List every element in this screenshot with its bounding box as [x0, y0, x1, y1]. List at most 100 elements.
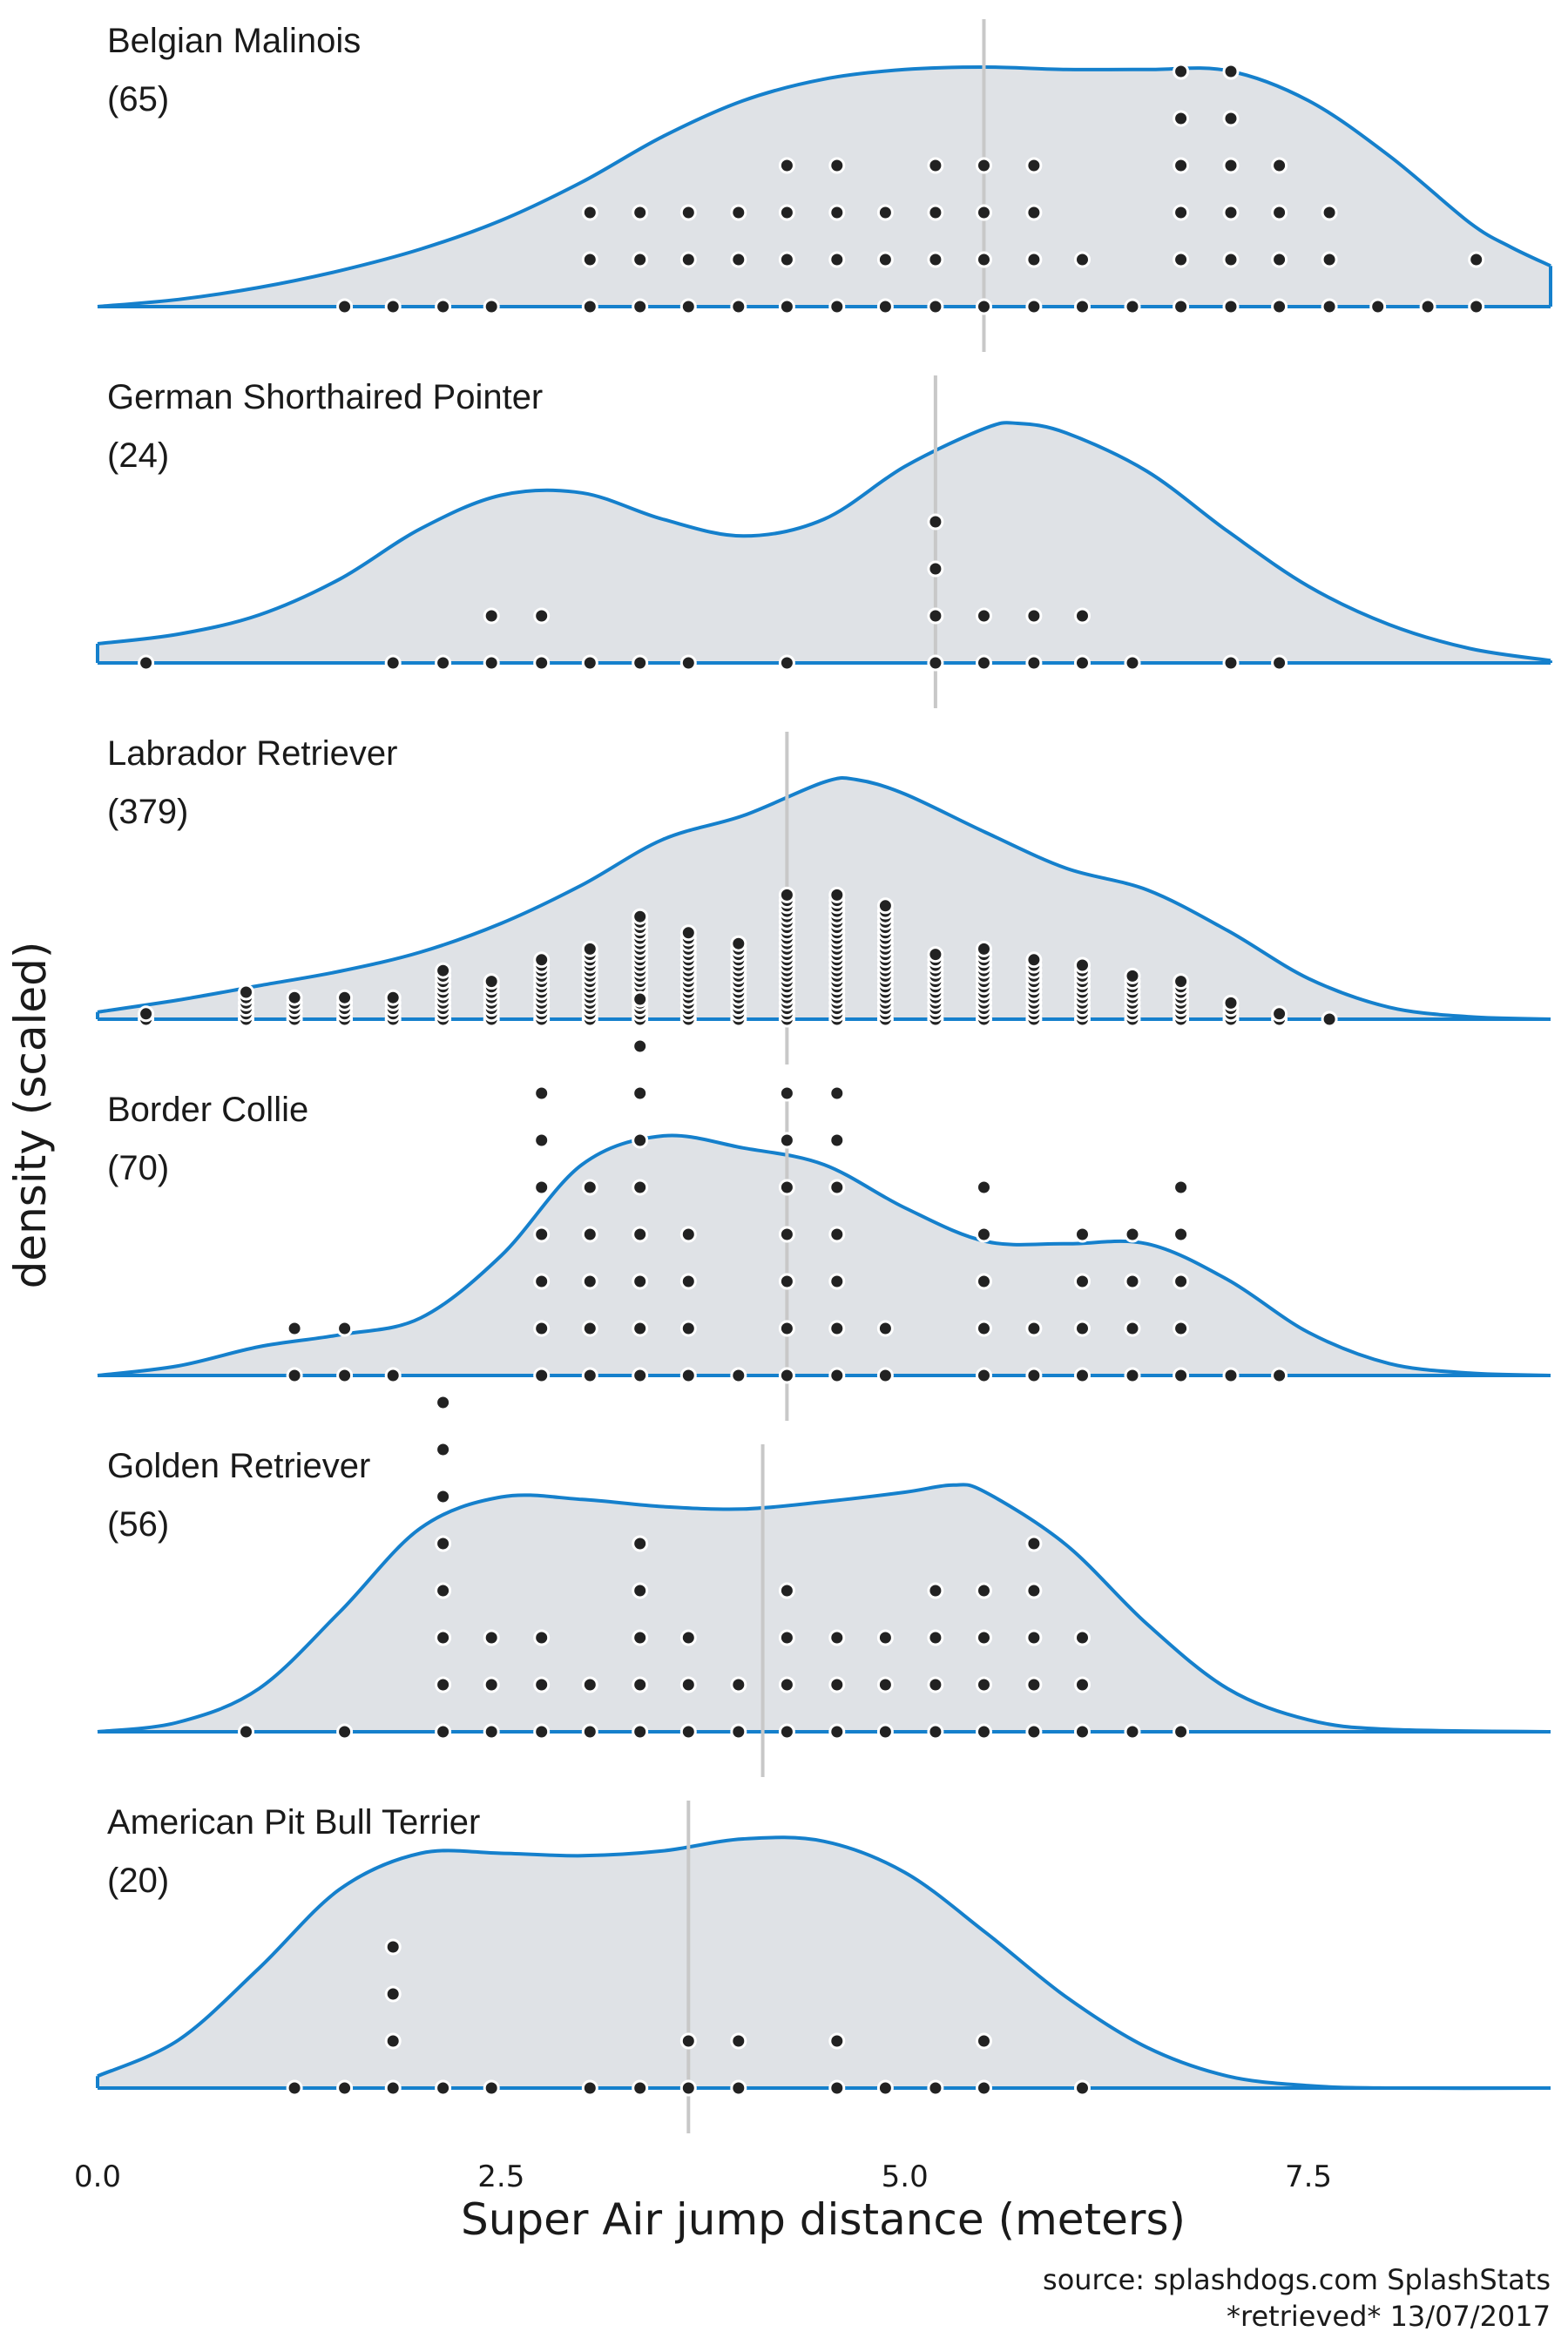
data-dot — [1173, 110, 1190, 127]
data-dot — [336, 1320, 354, 1337]
data-dot — [1074, 251, 1091, 268]
data-dot — [1222, 654, 1240, 672]
data-dot — [1025, 251, 1043, 268]
data-dot — [138, 654, 155, 672]
data-dot — [1124, 1367, 1141, 1384]
data-dot — [384, 1938, 402, 1956]
data-dot — [1173, 204, 1190, 221]
density-area — [98, 67, 1551, 307]
data-dot — [581, 1273, 598, 1290]
data-dot — [976, 1582, 992, 1599]
data-dot — [632, 990, 649, 1008]
data-dot — [435, 962, 452, 979]
data-dot — [384, 2032, 402, 2050]
data-dot — [876, 1723, 894, 1740]
data-dot — [632, 1629, 649, 1646]
panel-title: Labrador Retriever — [107, 734, 398, 773]
data-dot — [336, 989, 354, 1006]
data-dot — [1271, 251, 1288, 268]
data-dot — [730, 1367, 747, 1384]
data-dot — [679, 1723, 697, 1740]
data-dot — [1074, 1676, 1091, 1693]
density-curve — [97, 775, 1551, 1021]
data-dot — [1222, 63, 1240, 80]
data-dot — [976, 1273, 992, 1290]
data-dot — [927, 560, 944, 578]
dot-stack-group — [336, 63, 1485, 315]
data-dot — [533, 1226, 551, 1243]
data-dot — [286, 1320, 303, 1337]
density-area — [98, 422, 1551, 663]
data-dot — [533, 1179, 551, 1196]
data-dot — [927, 607, 944, 625]
data-dot — [533, 1085, 551, 1102]
panel-title: Border Collie — [107, 1091, 308, 1129]
panel-labrador-retriever: Labrador Retriever (379) — [96, 732, 1551, 1064]
data-dot — [581, 251, 598, 268]
data-dot — [828, 1132, 846, 1149]
dot-stack-group — [238, 1394, 1190, 1740]
data-dot — [435, 1394, 452, 1411]
data-dot — [976, 1629, 992, 1646]
data-dot — [976, 1676, 992, 1693]
data-dot — [384, 1367, 402, 1384]
data-dot — [730, 298, 747, 315]
data-dot — [679, 1367, 697, 1384]
data-dot — [927, 2079, 944, 2097]
data-dot — [533, 607, 551, 625]
data-dot — [632, 1320, 649, 1337]
data-dot — [679, 298, 697, 315]
data-dot — [1124, 967, 1141, 984]
data-dot — [1173, 1723, 1190, 1740]
data-dot — [1025, 1676, 1043, 1693]
data-dot — [632, 908, 649, 925]
data-dot — [1173, 298, 1190, 315]
data-dot — [1271, 1005, 1288, 1023]
data-dot — [533, 1367, 551, 1384]
data-dot — [828, 1179, 846, 1196]
data-dot — [1074, 1273, 1091, 1290]
data-dot — [632, 1535, 649, 1552]
data-dot — [927, 1582, 944, 1599]
data-dot — [1074, 298, 1091, 315]
data-dot — [435, 298, 452, 315]
data-dot — [679, 204, 697, 221]
data-dot — [1271, 1367, 1288, 1384]
data-dot — [778, 1085, 795, 1102]
data-dot — [976, 1179, 992, 1196]
data-dot — [435, 1676, 452, 1693]
data-dot — [778, 1132, 795, 1149]
data-dot — [533, 1629, 551, 1646]
data-dot — [1025, 951, 1043, 969]
data-dot — [1321, 251, 1338, 268]
data-dot — [1173, 157, 1190, 174]
data-dot — [1025, 298, 1043, 315]
dot-stack-group — [286, 990, 1288, 1384]
data-dot — [238, 1723, 254, 1740]
data-dot — [679, 2032, 697, 2050]
data-dot — [778, 1629, 795, 1646]
data-dot — [927, 204, 944, 221]
data-dot — [828, 886, 846, 903]
data-dot — [435, 1535, 452, 1552]
data-dot — [1025, 607, 1043, 625]
data-dot — [632, 1367, 649, 1384]
data-dot — [384, 298, 402, 315]
data-dot — [828, 1226, 846, 1243]
data-dot — [533, 1273, 551, 1290]
data-dot — [828, 1367, 846, 1384]
data-dot — [1074, 1226, 1091, 1243]
data-dot — [581, 2079, 598, 2097]
data-dot — [976, 1320, 992, 1337]
panel-count: (70) — [107, 1149, 169, 1187]
data-dot — [778, 1226, 795, 1243]
data-dot — [483, 973, 500, 990]
data-dot — [238, 983, 254, 1001]
x-axis-title: Super Air jump distance (meters) — [461, 2194, 1186, 2245]
data-dot — [1025, 1320, 1043, 1337]
data-dot — [1271, 157, 1288, 174]
data-dot — [1271, 204, 1288, 221]
data-dot — [1321, 204, 1338, 221]
data-dot — [581, 654, 598, 672]
data-dot — [533, 1723, 551, 1740]
